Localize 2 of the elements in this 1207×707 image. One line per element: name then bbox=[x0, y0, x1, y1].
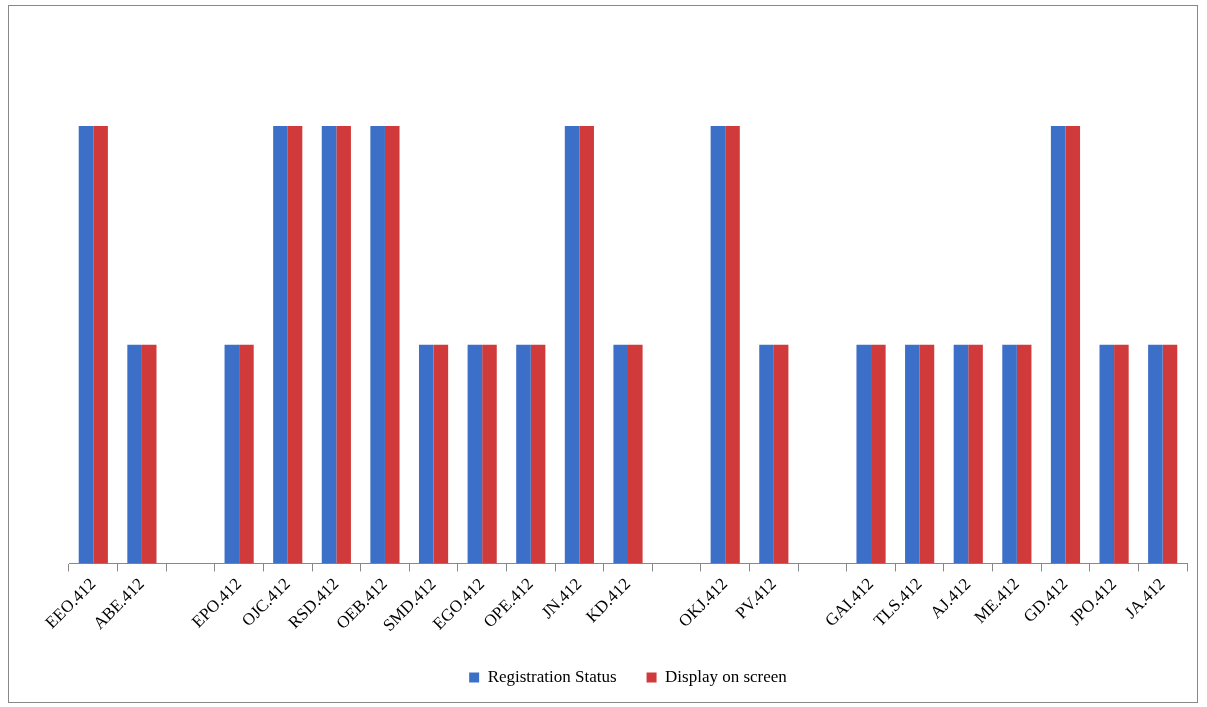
legend-label: Registration Status bbox=[487, 666, 617, 686]
legend-label: Display on screen bbox=[665, 666, 788, 686]
